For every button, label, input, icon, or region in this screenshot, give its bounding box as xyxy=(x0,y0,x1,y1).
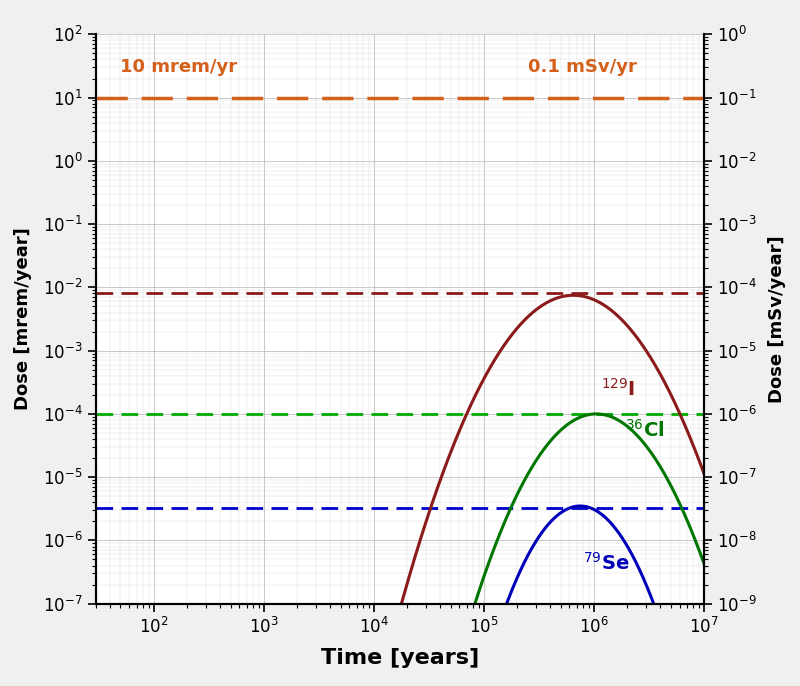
Text: 10 mrem/yr: 10 mrem/yr xyxy=(121,58,238,76)
Text: $^{36}$Cl: $^{36}$Cl xyxy=(625,419,664,441)
X-axis label: Time [years]: Time [years] xyxy=(321,648,479,668)
Text: 0.1 mSv/yr: 0.1 mSv/yr xyxy=(528,58,637,76)
Y-axis label: Dose [mrem/year]: Dose [mrem/year] xyxy=(14,228,32,410)
Y-axis label: Dose [mSv/year]: Dose [mSv/year] xyxy=(768,235,786,403)
Text: $^{129}$I: $^{129}$I xyxy=(601,378,634,400)
Text: $^{79}$Se: $^{79}$Se xyxy=(583,552,630,573)
